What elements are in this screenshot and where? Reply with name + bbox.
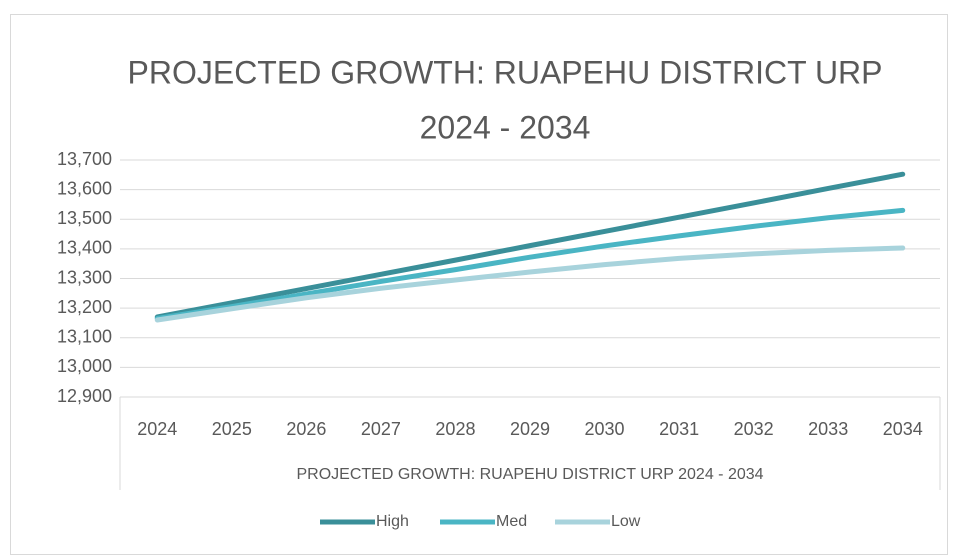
y-tick-label: 13,600 <box>57 178 112 198</box>
x-tick-label: 2034 <box>883 419 923 439</box>
y-tick-label: 13,700 <box>57 149 112 169</box>
y-tick-label: 12,900 <box>57 386 112 406</box>
series-line <box>154 171 906 320</box>
x-tick-label: 2033 <box>808 419 848 439</box>
x-axis-title: PROJECTED GROWTH: RUAPEHU DISTRICT URP 2… <box>296 466 763 483</box>
series-line <box>154 207 906 321</box>
y-tick-label: 13,400 <box>57 238 112 258</box>
legend-label: High <box>376 513 409 530</box>
x-tick-label: 2028 <box>435 419 475 439</box>
x-tick-label: 2032 <box>734 419 774 439</box>
chart-title: PROJECTED GROWTH: RUAPEHU DISTRICT URP <box>128 54 883 90</box>
x-tick-label: 2025 <box>212 419 252 439</box>
y-tick-label: 13,200 <box>57 297 112 317</box>
y-tick-label: 13,100 <box>57 327 112 347</box>
y-tick-label: 13,500 <box>57 208 112 228</box>
series-line <box>154 245 906 323</box>
chart-subtitle: 2024 - 2034 <box>420 109 591 145</box>
y-tick-label: 13,000 <box>57 356 112 376</box>
x-tick-label: 2027 <box>361 419 401 439</box>
x-tick-label: 2030 <box>585 419 625 439</box>
x-tick-label: 2026 <box>286 419 326 439</box>
legend-label: Low <box>611 513 641 530</box>
x-tick-label: 2024 <box>137 419 177 439</box>
x-tick-label: 2031 <box>659 419 699 439</box>
y-tick-label: 13,300 <box>57 267 112 287</box>
legend-label: Med <box>496 513 527 530</box>
x-tick-label: 2029 <box>510 419 550 439</box>
